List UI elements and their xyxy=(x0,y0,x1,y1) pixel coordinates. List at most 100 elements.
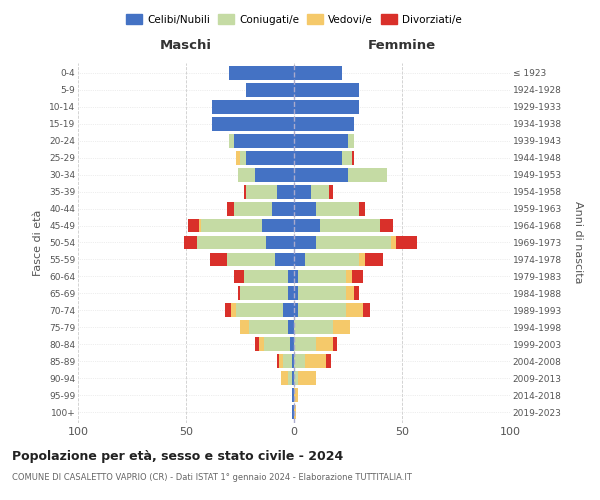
Bar xyxy=(294,388,298,402)
Bar xyxy=(355,286,359,300)
Bar xyxy=(298,372,316,386)
Bar xyxy=(240,150,247,164)
Bar xyxy=(292,406,294,419)
Bar xyxy=(232,304,236,318)
Bar xyxy=(333,320,350,334)
Bar xyxy=(380,218,394,232)
Bar xyxy=(227,252,275,266)
Bar xyxy=(197,236,266,250)
Bar xyxy=(305,354,326,368)
Bar xyxy=(290,338,294,351)
Bar xyxy=(292,388,294,402)
Bar xyxy=(287,286,294,300)
Bar xyxy=(363,304,370,318)
Bar xyxy=(262,218,294,232)
Bar xyxy=(283,354,292,368)
Text: COMUNE DI CASALETTO VAPRIO (CR) - Dati ISTAT 1° gennaio 2024 - Elaborazione TUTT: COMUNE DI CASALETTO VAPRIO (CR) - Dati I… xyxy=(12,472,412,482)
Bar xyxy=(352,270,363,283)
Bar xyxy=(298,286,346,300)
Bar xyxy=(305,252,359,266)
Bar xyxy=(294,116,355,130)
Bar xyxy=(259,338,264,351)
Bar xyxy=(294,218,320,232)
Bar xyxy=(212,100,294,114)
Bar xyxy=(292,372,294,386)
Bar xyxy=(240,286,287,300)
Bar xyxy=(294,338,316,351)
Bar xyxy=(199,218,201,232)
Bar xyxy=(316,236,391,250)
Bar xyxy=(391,236,395,250)
Text: Maschi: Maschi xyxy=(160,40,212,52)
Bar xyxy=(247,184,277,198)
Bar xyxy=(277,354,279,368)
Bar xyxy=(275,252,294,266)
Bar xyxy=(352,150,355,164)
Bar xyxy=(229,134,233,147)
Bar xyxy=(294,236,316,250)
Bar xyxy=(294,150,341,164)
Bar xyxy=(294,286,298,300)
Bar xyxy=(283,304,294,318)
Bar xyxy=(212,116,294,130)
Bar xyxy=(348,134,355,147)
Bar xyxy=(359,202,365,215)
Bar xyxy=(359,252,365,266)
Bar xyxy=(294,100,359,114)
Bar xyxy=(298,270,346,283)
Bar xyxy=(346,286,355,300)
Bar xyxy=(277,184,294,198)
Bar xyxy=(188,218,199,232)
Bar xyxy=(294,304,298,318)
Bar xyxy=(238,168,255,181)
Text: Femmine: Femmine xyxy=(368,40,436,52)
Bar xyxy=(294,66,341,80)
Bar xyxy=(292,354,294,368)
Bar xyxy=(294,168,348,181)
Bar xyxy=(365,252,383,266)
Bar xyxy=(346,304,363,318)
Bar xyxy=(233,134,294,147)
Bar xyxy=(294,202,316,215)
Text: Popolazione per età, sesso e stato civile - 2024: Popolazione per età, sesso e stato civil… xyxy=(12,450,343,463)
Legend: Celibi/Nubili, Coniugati/e, Vedovi/e, Divorziati/e: Celibi/Nubili, Coniugati/e, Vedovi/e, Di… xyxy=(122,10,466,29)
Bar xyxy=(395,236,417,250)
Bar xyxy=(348,168,387,181)
Bar xyxy=(329,184,333,198)
Bar xyxy=(210,252,227,266)
Bar xyxy=(326,354,331,368)
Bar xyxy=(229,66,294,80)
Bar xyxy=(233,270,244,283)
Bar xyxy=(281,372,287,386)
Bar xyxy=(341,150,352,164)
Bar xyxy=(247,150,294,164)
Bar xyxy=(316,338,333,351)
Bar xyxy=(298,304,346,318)
Bar xyxy=(264,338,290,351)
Bar xyxy=(311,184,329,198)
Bar xyxy=(294,372,298,386)
Bar xyxy=(279,354,283,368)
Bar xyxy=(294,354,305,368)
Bar xyxy=(240,320,248,334)
Bar xyxy=(236,150,240,164)
Bar xyxy=(294,320,333,334)
Bar xyxy=(294,134,348,147)
Bar xyxy=(244,270,287,283)
Y-axis label: Fasce di età: Fasce di età xyxy=(34,210,43,276)
Bar xyxy=(320,218,380,232)
Bar xyxy=(236,304,283,318)
Bar xyxy=(294,406,296,419)
Y-axis label: Anni di nascita: Anni di nascita xyxy=(573,201,583,284)
Bar xyxy=(225,304,232,318)
Bar xyxy=(255,338,259,351)
Bar xyxy=(333,338,337,351)
Bar xyxy=(247,82,294,96)
Bar xyxy=(201,218,262,232)
Bar xyxy=(294,270,298,283)
Bar xyxy=(287,320,294,334)
Bar xyxy=(346,270,352,283)
Bar xyxy=(255,168,294,181)
Bar xyxy=(294,184,311,198)
Bar xyxy=(294,252,305,266)
